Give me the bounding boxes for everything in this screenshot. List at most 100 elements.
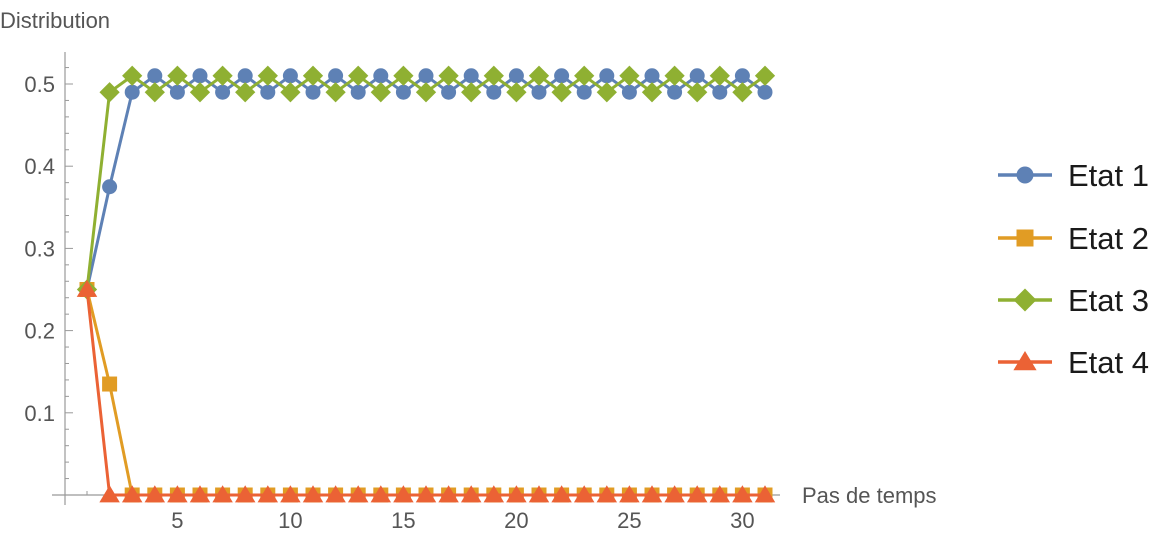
data-point (418, 68, 434, 84)
data-point (144, 82, 165, 103)
data-point (686, 485, 708, 503)
data-point (664, 65, 685, 86)
data-point (441, 84, 457, 100)
axes (52, 52, 780, 505)
data-point (212, 65, 233, 86)
data-point (463, 68, 479, 84)
data-point (689, 68, 705, 84)
data-point (393, 485, 414, 503)
data-point (619, 485, 640, 503)
x-tick-label: 10 (278, 508, 302, 533)
data-point (754, 485, 776, 503)
data-point (122, 65, 143, 86)
data-point (215, 84, 231, 100)
x-tick-label: 30 (730, 508, 754, 533)
legend: Etat 1 Etat 2 Etat 3 Etat 4 (998, 158, 1149, 380)
data-point (551, 82, 572, 103)
data-point (260, 84, 276, 100)
data-point (99, 485, 120, 503)
series-line (85, 289, 765, 497)
data-point (348, 65, 369, 86)
data-point (167, 65, 188, 86)
data-point (370, 485, 392, 503)
data-point (574, 65, 595, 86)
data-point (373, 68, 389, 84)
data-point (641, 485, 663, 503)
data-point (460, 485, 482, 503)
legend-marker (1013, 288, 1037, 312)
data-point (395, 84, 411, 100)
data-point (212, 485, 233, 503)
data-point (599, 68, 615, 84)
data-point (305, 84, 321, 100)
data-point (169, 84, 185, 100)
y-tick-label: 0.2 (24, 319, 55, 344)
data-point (664, 485, 685, 503)
data-point (257, 65, 278, 86)
data-point (282, 68, 298, 84)
data-point (596, 82, 617, 103)
legend-label: Etat 1 (1068, 158, 1149, 193)
data-point (415, 82, 437, 103)
series-layer (76, 65, 776, 503)
data-point (712, 84, 728, 100)
data-point (328, 68, 344, 84)
series-line (85, 74, 766, 290)
data-point (438, 65, 459, 86)
data-point (757, 84, 773, 100)
data-point (687, 82, 708, 103)
data-point (102, 179, 118, 195)
data-point (506, 82, 527, 103)
x-tick-label: 15 (391, 508, 415, 533)
data-point (573, 485, 595, 503)
data-point (370, 82, 391, 103)
legend-item: Etat 1 (998, 158, 1149, 193)
data-point (732, 82, 753, 103)
x-axis-title: Pas de temps (802, 483, 937, 508)
y-tick-label: 0.1 (24, 401, 55, 426)
x-tick-label: 20 (504, 508, 528, 533)
data-point (709, 485, 731, 503)
legend-marker (1013, 350, 1037, 371)
data-point (531, 84, 547, 100)
data-point (486, 84, 502, 100)
x-tick-label: 5 (171, 508, 183, 533)
data-point (234, 485, 256, 503)
y-tick-label: 0.4 (24, 154, 55, 179)
data-point (508, 68, 524, 84)
legend-item: Etat 2 (998, 221, 1149, 256)
data-point (415, 485, 437, 503)
legend-marker (1016, 166, 1034, 184)
series-etat-3 (76, 65, 776, 300)
data-point (461, 82, 482, 103)
ticks: 0.1 0.2 0.3 0.4 0.5 5 10 15 20 25 30 (24, 67, 766, 533)
data-point (189, 82, 211, 103)
data-point (506, 485, 527, 503)
data-point (124, 84, 140, 100)
data-point (280, 82, 301, 103)
data-point (147, 68, 163, 84)
data-point (732, 485, 753, 503)
data-point (350, 84, 366, 100)
legend-item: Etat 4 (998, 345, 1149, 380)
data-point (325, 82, 346, 103)
data-point (325, 485, 346, 503)
data-point (641, 82, 663, 103)
data-point (619, 65, 640, 86)
data-point (709, 65, 730, 86)
legend-label: Etat 4 (1068, 345, 1149, 380)
data-point (76, 279, 98, 297)
data-point (596, 485, 618, 503)
data-point (554, 68, 570, 84)
x-tick-label: 25 (617, 508, 641, 533)
data-point (302, 485, 324, 503)
data-point (393, 65, 414, 86)
data-point (167, 485, 188, 503)
y-tick-label: 0.3 (24, 236, 55, 261)
data-point (189, 485, 211, 503)
data-point (483, 485, 505, 503)
legend-label: Etat 2 (1068, 221, 1149, 256)
data-point (235, 82, 256, 103)
data-point (528, 65, 550, 86)
